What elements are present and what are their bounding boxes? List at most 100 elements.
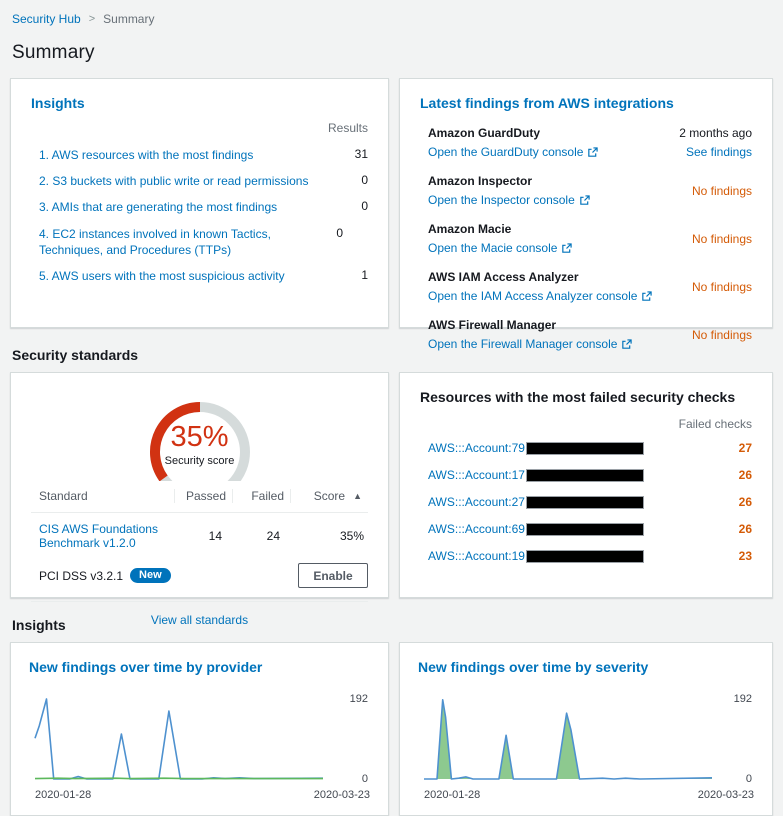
y-axis-max-label: 192	[733, 693, 752, 705]
open-iam-access-analyzer-console-link[interactable]: Open the IAM Access Analyzer console	[428, 289, 653, 303]
findings-by-severity-chart: 192 0 2020-01-28 2020-03-23	[418, 689, 754, 807]
standards-table-header: Standard Passed Failed Score ▲	[31, 489, 368, 513]
open-macie-console-link[interactable]: Open the Macie console	[428, 241, 573, 255]
failed-check-row: AWS:::Account:17 26	[428, 468, 752, 482]
gauge-score-arc	[149, 402, 200, 481]
cis-benchmark-link[interactable]: CIS AWS Foundations Benchmark v1.2.0	[39, 522, 158, 550]
integration-row-iam-access-analyzer: AWS IAM Access Analyzer Open the IAM Acc…	[428, 270, 752, 303]
failed-checks-count-4: 26	[738, 522, 752, 536]
resource-account-link-5[interactable]: AWS:::Account:19	[428, 549, 722, 563]
insight-link-3[interactable]: 3. AMIs that are generating the most fin…	[39, 200, 278, 215]
resource-account-link-2[interactable]: AWS:::Account:17	[428, 468, 722, 482]
failed-check-row: AWS:::Account:79 27	[428, 441, 752, 455]
integrations-card-title[interactable]: Latest findings from AWS integrations	[420, 95, 674, 111]
redaction-bar	[525, 468, 644, 482]
insight-link-5[interactable]: 5. AWS users with the most suspicious ac…	[39, 268, 285, 283]
failed-checks-count-1: 27	[738, 441, 752, 455]
table-row-pci-dss: PCI DSS v3.2.1 New Enable	[31, 554, 368, 592]
cis-passed-value: 14	[208, 529, 222, 543]
col-header-passed[interactable]: Passed	[174, 489, 232, 503]
table-row-cis-benchmark: CIS AWS Foundations Benchmark v1.2.0 14 …	[31, 513, 368, 554]
findings-by-severity-chart-title[interactable]: New findings over time by severity	[418, 659, 649, 675]
failed-check-row: AWS:::Account:27 26	[428, 495, 752, 509]
integration-link-label: Open the GuardDuty console	[428, 145, 584, 159]
breadcrumb-summary: Summary	[103, 12, 155, 26]
enable-button[interactable]: Enable	[298, 563, 368, 588]
external-link-icon	[580, 194, 590, 205]
resource-account-link-1[interactable]: AWS:::Account:79	[428, 441, 722, 455]
insight-item: 2. S3 buckets with public write or read …	[31, 173, 368, 189]
integrations-card: Latest findings from AWS integrations Am…	[399, 78, 773, 351]
integration-link-label: Open the Inspector console	[428, 193, 575, 207]
x-axis-end-label: 2020-03-23	[313, 789, 370, 801]
results-column-header: Results	[327, 121, 368, 135]
resource-label: AWS:::Account:69	[428, 522, 525, 536]
see-findings-link[interactable]: See findings	[685, 145, 752, 159]
findings-by-provider-chart: 192 0 2020-01-28 2020-03-23	[29, 689, 370, 807]
open-firewall-manager-console-link[interactable]: Open the Firewall Manager console	[428, 337, 633, 351]
security-standards-card: 35% Security score Standard Passed Faile…	[10, 372, 389, 627]
redaction-bar	[525, 549, 644, 563]
new-badge: New	[130, 568, 171, 583]
integration-row-inspector: Amazon Inspector Open the Inspector cons…	[428, 174, 752, 207]
external-link-icon	[562, 242, 573, 253]
redaction-bar	[525, 522, 644, 536]
view-all-standards-link[interactable]: View all standards	[150, 613, 249, 627]
insight-link-4[interactable]: 4. EC2 instances involved in known Tacti…	[39, 226, 271, 257]
breadcrumb-security-hub[interactable]: Security Hub	[12, 12, 81, 26]
cis-failed-value: 24	[266, 529, 280, 543]
integration-last-finding-time: 2 months ago	[679, 126, 752, 140]
external-link-icon	[642, 290, 653, 301]
resource-account-link-3[interactable]: AWS:::Account:27	[428, 495, 722, 509]
col-header-score-label: Score	[313, 489, 346, 503]
insight-value-4: 0	[336, 225, 343, 240]
open-guardduty-console-link[interactable]: Open the GuardDuty console	[428, 145, 599, 159]
resource-account-link-4[interactable]: AWS:::Account:69	[428, 522, 722, 536]
insights-card-title[interactable]: Insights	[31, 95, 85, 111]
redaction-bar	[525, 495, 644, 509]
findings-by-severity-chart-card: New findings over time by severity 192 0…	[399, 642, 773, 816]
integration-name: AWS Firewall Manager	[428, 318, 557, 332]
integration-row-guardduty: Amazon GuardDuty Open the GuardDuty cons…	[428, 126, 752, 159]
y-axis-min-label: 0	[361, 773, 368, 785]
standards-table: Standard Passed Failed Score ▲ CIS AWS F…	[31, 489, 368, 627]
col-header-standard[interactable]: Standard	[39, 489, 88, 503]
area-chart-canvas	[424, 699, 713, 780]
failed-check-row: AWS:::Account:69 26	[428, 522, 752, 536]
integration-link-label: Open the Firewall Manager console	[428, 337, 618, 351]
insight-item: 4. EC2 instances involved in known Tacti…	[31, 226, 368, 258]
x-axis-end-label: 2020-03-23	[697, 789, 754, 801]
x-axis-start-label: 2020-01-28	[424, 789, 481, 801]
findings-by-provider-chart-title[interactable]: New findings over time by provider	[29, 659, 263, 675]
no-findings-status: No findings	[691, 279, 752, 294]
findings-by-provider-chart-card: New findings over time by provider 192 0…	[10, 642, 389, 816]
col-header-score[interactable]: Score ▲	[290, 489, 368, 503]
failed-checks-count-3: 26	[738, 495, 752, 509]
line-chart-canvas	[34, 698, 324, 780]
failed-checks-card-title: Resources with the most failed security …	[420, 389, 736, 405]
integration-row-macie: Amazon Macie Open the Macie console No f…	[428, 222, 752, 255]
insight-link-2[interactable]: 2. S3 buckets with public write or read …	[39, 174, 309, 189]
failed-checks-count-5: 23	[738, 549, 752, 563]
open-inspector-console-link[interactable]: Open the Inspector console	[428, 193, 590, 207]
insight-value-2: 0	[361, 173, 368, 188]
insights-card: Insights Results 1. AWS resources with t…	[10, 78, 389, 328]
insight-link-1[interactable]: 1. AWS resources with the most findings	[39, 148, 254, 162]
external-link-icon	[622, 338, 633, 349]
integration-name: Amazon Macie	[428, 222, 512, 236]
security-score-label: Security score	[164, 455, 235, 467]
failed-check-row: AWS:::Account:19 23	[428, 549, 752, 563]
y-axis-min-label: 0	[745, 773, 752, 785]
pci-dss-label: PCI DSS v3.2.1	[39, 568, 124, 583]
insight-item: 3. AMIs that are generating the most fin…	[31, 199, 368, 215]
integration-link-label: Open the IAM Access Analyzer console	[428, 289, 638, 303]
breadcrumb: Security Hub > Summary	[10, 10, 773, 26]
col-header-failed[interactable]: Failed	[232, 489, 290, 503]
integration-name: Amazon GuardDuty	[428, 126, 541, 140]
failed-checks-count-2: 26	[738, 468, 752, 482]
insight-item: 1. AWS resources with the most findings …	[31, 147, 368, 163]
breadcrumb-separator-icon: >	[88, 13, 96, 25]
insight-item: 5. AWS users with the most suspicious ac…	[31, 268, 368, 284]
page-title: Summary	[12, 42, 95, 63]
sort-ascending-icon[interactable]: ▲	[353, 491, 362, 501]
